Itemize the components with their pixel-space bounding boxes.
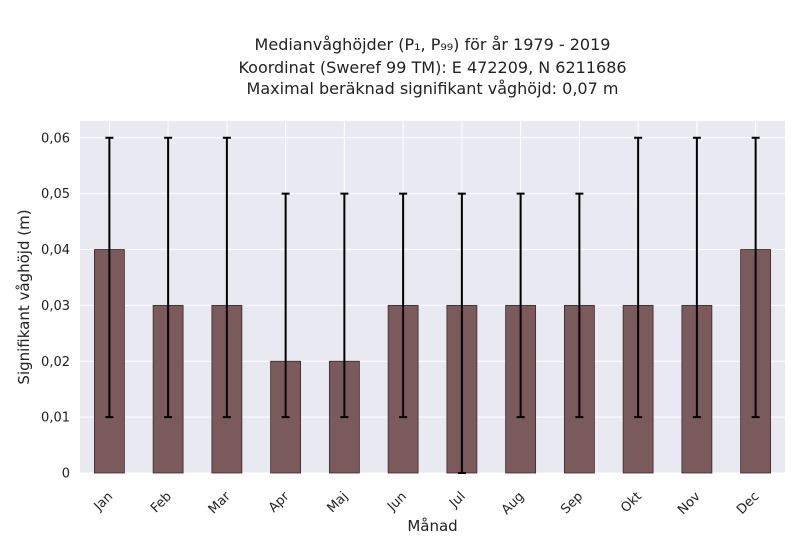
chart-title-line-1: Medianvåghöjder (P₁, P₉₉) för år 1979 - … [254,35,611,54]
x-tick-label-sep: Sep [558,489,586,517]
y-tick-label: 0,04 [41,243,70,258]
x-tick-label-jul: Jul [446,489,468,511]
x-tick-label-jan: Jan [91,489,116,514]
x-tick-label-maj: Maj [324,489,351,516]
y-tick-label: 0,03 [41,299,70,314]
x-tick-label-apr: Apr [266,489,293,516]
y-tick-label: 0 [62,467,70,482]
y-tick-label: 0,05 [41,187,70,202]
y-axis-label: Signifikant våghöjd (m) [15,209,33,384]
y-tick-label: 0,01 [41,411,70,426]
x-tick-label-feb: Feb [148,489,175,516]
y-tick-label: 0,06 [41,131,70,146]
plot-background [80,121,785,473]
x-tick-label-nov: Nov [675,489,704,518]
x-tick-label-aug: Aug [499,489,528,518]
x-axis-label: Månad [407,517,457,535]
x-tick-label-okt: Okt [618,489,645,516]
x-tick-label-jun: Jun [384,489,410,515]
chart-title-line-3: Maximal beräknad signifikant våghöjd: 0,… [246,79,619,98]
chart-title-line-2: Koordinat (Sweref 99 TM): E 472209, N 62… [238,58,627,77]
x-tick-label-dec: Dec [734,489,762,517]
x-tick-label-mar: Mar [206,489,234,517]
y-tick-label: 0,02 [41,355,70,370]
